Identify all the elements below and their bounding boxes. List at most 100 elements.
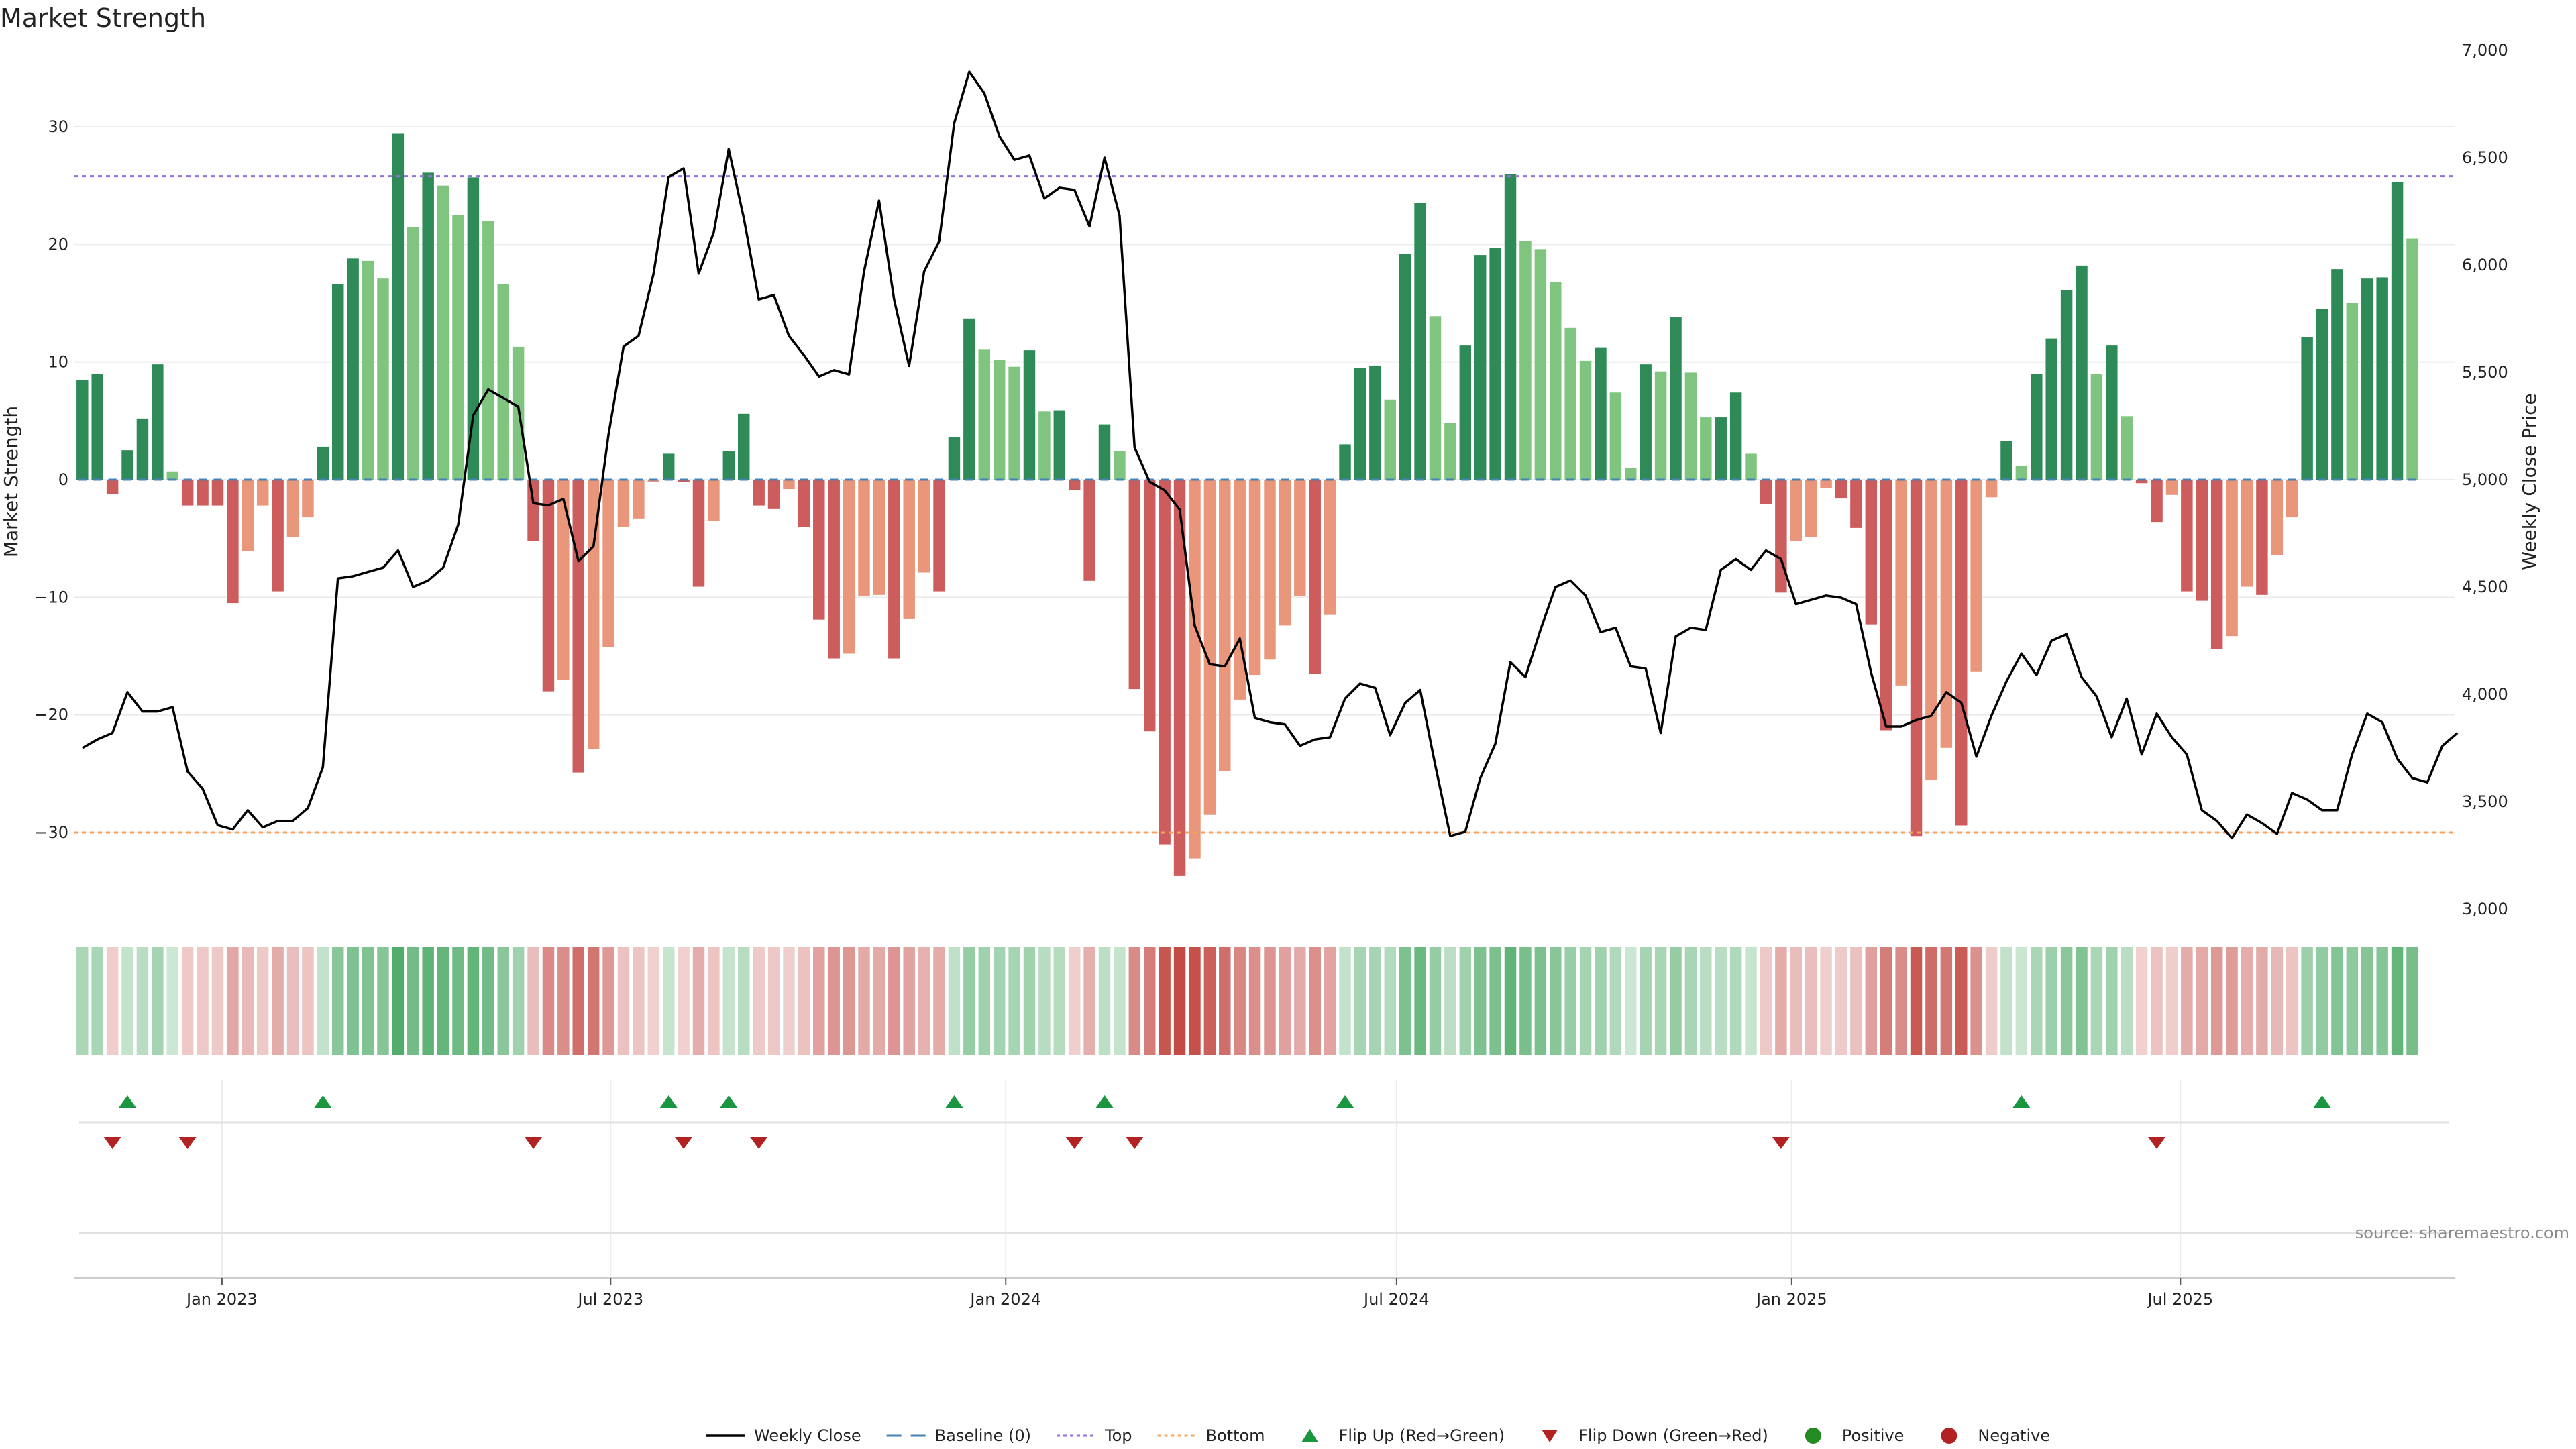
strength-bar — [2106, 345, 2118, 480]
strength-bar — [1279, 480, 1291, 626]
right-y-tick-label: 4,500 — [2462, 578, 2508, 596]
heat-cell — [1955, 947, 1968, 1055]
right-y-axis: 3,000 3,500 4,000 4,500 5,000 5,500 6,000 6,500… — [2462, 41, 2508, 918]
strength-bar — [1474, 255, 1487, 480]
legend-item-baseline: Baseline (0) — [886, 1426, 1031, 1445]
heat-cell — [2271, 947, 2284, 1055]
heat-cell — [1865, 947, 1878, 1055]
strength-bar — [467, 177, 480, 480]
right-y-axis-label: Weekly Close Price — [2518, 393, 2540, 570]
flip-up-marker — [659, 1095, 678, 1108]
heat-cell — [1309, 947, 1321, 1055]
heat-cell — [1595, 947, 1607, 1055]
strength-bar — [1654, 371, 1667, 480]
heat-cell — [783, 947, 795, 1055]
strength-bar — [813, 480, 825, 620]
strength-bar — [272, 480, 284, 592]
heat-cell — [1534, 947, 1547, 1055]
flip-down-marker — [750, 1137, 768, 1149]
strength-bar — [377, 278, 389, 480]
strength-bar — [933, 480, 945, 592]
strength-bar — [828, 480, 840, 659]
heat-cell — [2346, 947, 2359, 1055]
strength-bar — [572, 480, 584, 773]
strength-bar — [918, 480, 930, 573]
heat-cell — [2316, 947, 2328, 1055]
legend: Weekly Close Baseline (0) Top Bottom Flip Up… — [706, 1426, 2050, 1445]
strength-bar — [1760, 480, 1772, 504]
strength-bar — [317, 446, 329, 480]
strength-bar — [2000, 441, 2012, 480]
heat-cell — [1189, 947, 1201, 1055]
strength-bar — [1444, 423, 1456, 480]
strength-bar — [1309, 480, 1321, 674]
strength-bar — [1640, 364, 1652, 480]
left-y-axis: −30 −20 −10 0 10 20 30 — [34, 117, 68, 842]
heat-cell — [2045, 947, 2057, 1055]
heat-cell — [2210, 947, 2223, 1055]
heat-cell — [1203, 947, 1216, 1055]
legend-key-positive — [1805, 1428, 1821, 1444]
strength-bar — [227, 480, 239, 604]
strength-bar — [211, 480, 224, 506]
strength-bar — [2076, 265, 2088, 480]
heat-cell — [1790, 947, 1803, 1055]
heat-cell — [452, 947, 464, 1055]
strength-bar — [2196, 480, 2208, 601]
heat-cell — [181, 947, 194, 1055]
strength-bar — [978, 349, 990, 480]
heat-cell — [2000, 947, 2012, 1055]
flip-down-marker — [1065, 1137, 1083, 1149]
strength-bar — [422, 172, 434, 480]
heat-cell — [482, 947, 494, 1055]
heat-cell — [2151, 947, 2163, 1055]
heat-cell — [737, 947, 750, 1055]
heat-cell — [843, 947, 855, 1055]
heat-cell — [963, 947, 975, 1055]
heat-cell — [2015, 947, 2028, 1055]
left-y-tick-label: 30 — [48, 117, 68, 136]
strength-bar — [888, 480, 900, 659]
heat-cell — [2241, 947, 2253, 1055]
strength-bar — [1579, 360, 1592, 480]
heat-cell — [918, 947, 930, 1055]
heat-cell — [256, 947, 269, 1055]
strength-bar — [106, 480, 119, 494]
strength-bar — [1940, 480, 1953, 748]
right-y-tick-label: 3,000 — [2462, 900, 2508, 918]
strength-bar — [2391, 182, 2404, 480]
strength-bar — [2210, 480, 2223, 649]
heat-cell — [121, 947, 133, 1055]
flip-up-marker — [119, 1095, 137, 1108]
strength-bar — [1550, 282, 1562, 480]
strength-bar — [1700, 417, 1712, 480]
right-y-tick-label: 7,000 — [2462, 41, 2508, 60]
heat-cell — [617, 947, 630, 1055]
heat-cell — [437, 947, 449, 1055]
strength-bar — [843, 480, 855, 654]
strength-bar — [1910, 480, 1923, 837]
strength-bar — [2031, 374, 2043, 480]
heat-cell — [1504, 947, 1517, 1055]
flip-up-marker — [720, 1095, 738, 1108]
strength-bar — [1248, 480, 1261, 676]
legend-label: Bottom — [1206, 1426, 1265, 1445]
right-y-tick-label: 5,500 — [2462, 363, 2508, 382]
heat-cell — [602, 947, 614, 1055]
heat-cell — [572, 947, 584, 1055]
heat-cell — [767, 947, 780, 1055]
strength-bar — [1324, 480, 1336, 615]
heat-cell — [1234, 947, 1246, 1055]
strength-bar — [1038, 411, 1051, 480]
heat-cell — [1339, 947, 1351, 1055]
heat-cell — [1294, 947, 1306, 1055]
right-y-tick-label: 4,000 — [2462, 685, 2508, 704]
heat-cell — [2376, 947, 2388, 1055]
close-line-layer — [81, 70, 2459, 840]
heat-cell — [241, 947, 254, 1055]
heat-cell — [331, 947, 344, 1055]
x-tick-label: Jan 2024 — [969, 1290, 1041, 1309]
flip-down-marker — [178, 1137, 197, 1149]
heat-cell — [1609, 947, 1622, 1055]
right-y-tick-label: 3,500 — [2462, 792, 2508, 811]
